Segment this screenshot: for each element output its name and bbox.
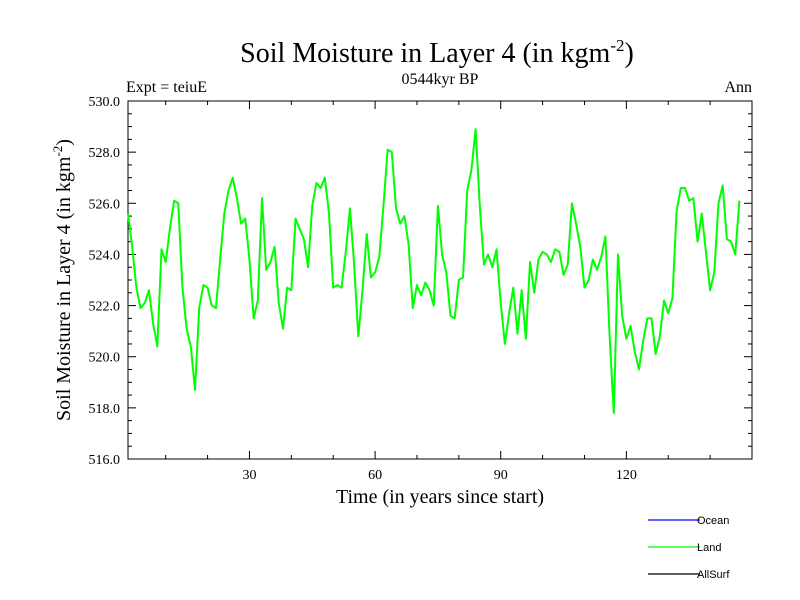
y-tick-label: 516.0 [89, 453, 121, 468]
x-axis-title: Time (in years since start) [336, 486, 544, 508]
y-tick-label: 530.0 [89, 95, 121, 110]
legend: Ocean Land AllSurf [648, 515, 730, 581]
series-group [127, 128, 741, 414]
x-tick-label: 90 [494, 468, 508, 483]
x-axis: 30 60 90 120 [165, 101, 711, 483]
x-tick-label: 30 [242, 468, 256, 483]
y-tick-label: 518.0 [89, 402, 121, 417]
season-label: Ann [724, 79, 752, 96]
y-axis: 516.0 518.0 520.0 522.0 524.0 526.0 528.0 530.0 [89, 95, 752, 468]
experiment-label: Expt = teiuE [126, 79, 207, 96]
plot-frame [127, 100, 753, 460]
x-tick-label: 120 [616, 468, 637, 483]
y-tick-label: 522.0 [89, 300, 121, 315]
series-line-land [127, 128, 741, 414]
legend-label-land: Land [697, 542, 721, 554]
x-tick-label: 60 [368, 468, 382, 483]
period-label: 0544kyr BP [402, 71, 479, 88]
y-tick-label: 520.0 [89, 351, 121, 366]
legend-label-ocean: Ocean [697, 515, 729, 527]
legend-label-allsurf: AllSurf [697, 569, 730, 581]
chart-title: Soil Moisture in Layer 4 (in kgm-2) [240, 36, 634, 69]
y-axis-title: Soil Moisture in Layer 4 (in kgm-2) [50, 139, 75, 421]
y-tick-label: 526.0 [89, 197, 121, 212]
y-tick-label: 528.0 [89, 146, 121, 161]
y-tick-label: 524.0 [89, 248, 121, 263]
